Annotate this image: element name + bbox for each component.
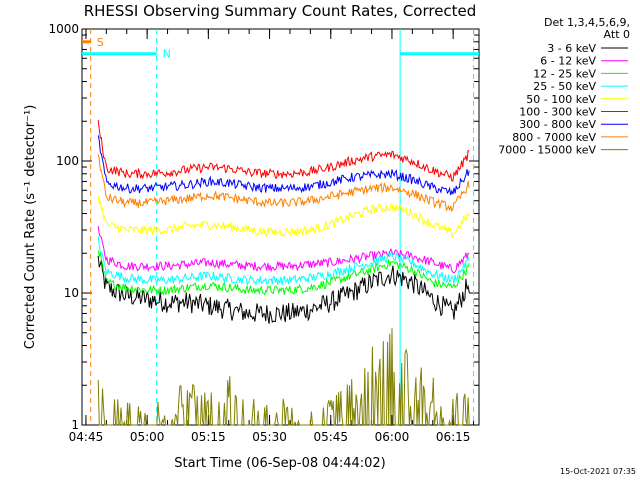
legend-label: 50 - 100 keV <box>526 93 596 106</box>
x-tick-label: 04:45 <box>69 430 104 444</box>
series-line <box>97 328 470 426</box>
x-tick-label: 05:15 <box>191 430 226 444</box>
x-tick-label: 05:00 <box>130 430 165 444</box>
series-line <box>97 195 470 238</box>
x-tick-label: 05:45 <box>313 430 348 444</box>
series-line <box>97 226 470 274</box>
series-line <box>97 255 470 324</box>
legend-header: Att 0 <box>604 28 630 41</box>
flag-label: N <box>163 48 171 61</box>
legend-header: Det 1,3,4,5,6,9, <box>544 16 630 29</box>
y-tick-label: 1 <box>71 418 79 432</box>
legend-label: 6 - 12 keV <box>540 55 596 68</box>
y-tick-label: 10 <box>64 286 79 300</box>
legend-label: 7000 - 15000 keV <box>498 144 596 157</box>
legend-label: 3 - 6 keV <box>547 42 596 55</box>
x-tick-label: 05:30 <box>252 430 287 444</box>
legend-label: 800 - 7000 keV <box>512 131 596 144</box>
y-tick-label: 100 <box>56 154 79 168</box>
plot-area: 1 10 100 1000 04:45 05:00 05:15 05:30 05:45 06:00… <box>48 22 480 444</box>
legend-label: 100 - 300 keV <box>519 106 596 119</box>
chart-title: RHESSI Observing Summary Count Rates, Co… <box>84 2 477 20</box>
flag-label: S <box>97 36 104 49</box>
series-line <box>97 120 470 182</box>
x-tick-label: 06:15 <box>436 430 471 444</box>
series-line <box>97 154 470 213</box>
y-axis-label: Corrected Count Rate (s⁻¹ detector⁻¹) <box>23 105 38 350</box>
legend-label: 25 - 50 keV <box>533 80 596 93</box>
x-tick-label: 06:00 <box>375 430 410 444</box>
legend-label: 300 - 800 keV <box>519 118 596 131</box>
footer-timestamp: 15-Oct-2021 07:35 <box>560 467 636 476</box>
series-line <box>97 236 470 287</box>
y-tick-label: 1000 <box>48 22 79 36</box>
series-line <box>97 250 470 296</box>
x-axis-label: Start Time (06-Sep-08 04:44:02) <box>174 456 385 471</box>
series-line <box>97 135 470 196</box>
legend-label: 12 - 25 keV <box>533 67 596 80</box>
